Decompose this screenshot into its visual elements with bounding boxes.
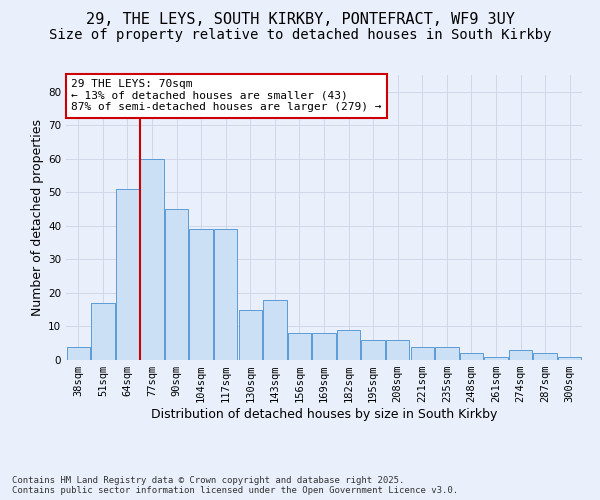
Bar (67, 346, 90, 360)
Bar (190, 229, 213, 360)
Bar (361, 340, 385, 360)
Bar (410, 346, 434, 360)
Bar (165, 209, 188, 360)
Bar (140, 159, 164, 360)
Bar (509, 350, 532, 360)
Text: 29, THE LEYS, SOUTH KIRKBY, PONTEFRACT, WF9 3UY: 29, THE LEYS, SOUTH KIRKBY, PONTEFRACT, … (86, 12, 514, 28)
Bar (239, 310, 262, 360)
Text: Size of property relative to detached houses in South Kirkby: Size of property relative to detached ho… (49, 28, 551, 42)
Bar (91, 303, 115, 360)
Bar (313, 333, 335, 360)
Y-axis label: Number of detached properties: Number of detached properties (31, 119, 44, 316)
Bar (263, 300, 287, 360)
Bar (386, 340, 409, 360)
Bar (558, 356, 581, 360)
Text: Contains HM Land Registry data © Crown copyright and database right 2025.
Contai: Contains HM Land Registry data © Crown c… (12, 476, 458, 495)
Bar (116, 189, 139, 360)
Bar (337, 330, 360, 360)
X-axis label: Distribution of detached houses by size in South Kirkby: Distribution of detached houses by size … (151, 408, 497, 421)
Bar (288, 333, 311, 360)
Bar (484, 356, 508, 360)
Bar (435, 346, 458, 360)
Bar (214, 229, 238, 360)
Bar (533, 354, 557, 360)
Text: 29 THE LEYS: 70sqm
← 13% of detached houses are smaller (43)
87% of semi-detache: 29 THE LEYS: 70sqm ← 13% of detached hou… (71, 80, 382, 112)
Bar (460, 354, 483, 360)
